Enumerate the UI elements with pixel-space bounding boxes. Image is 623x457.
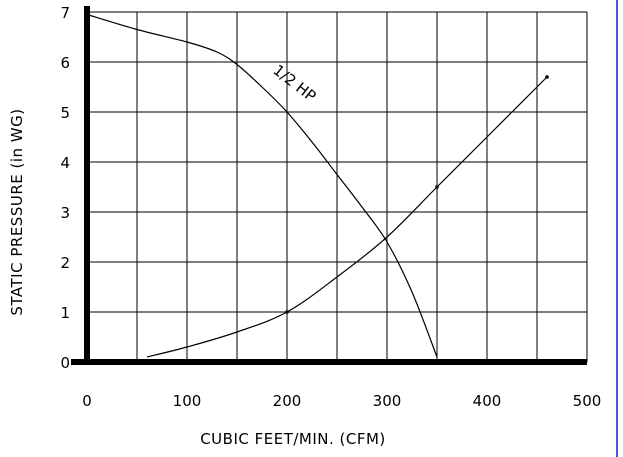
y-tick-label: 2 [60,254,70,272]
curves [86,13,549,358]
grid-lines [87,11,588,362]
x-tick-label: 400 [473,392,502,410]
curve-marker-point [435,185,439,189]
y-tick-label: 5 [60,104,70,122]
y-tick-label: 0 [60,354,70,372]
y-tick-label: 3 [60,204,70,222]
x-tick-label: 0 [82,392,92,410]
y-tick-label: 1 [60,304,70,322]
axes [71,6,587,365]
y-axis-title: STATIC PRESSURE (in WG) [8,108,26,315]
y-tick-label: 6 [60,54,70,72]
fan-curve-half-hp [86,13,438,358]
system-curve [146,76,548,358]
curve-marker-point [545,75,549,79]
x-axis-title: CUBIC FEET/MIN. (CFM) [200,430,386,448]
tick-labels: 0 100 200 300 400 500 0 1 2 3 4 5 6 7 [60,4,601,410]
curve-marker-point [285,310,289,314]
x-tick-label: 300 [373,392,402,410]
x-tick-label: 500 [573,392,602,410]
x-tick-label: 200 [273,392,302,410]
y-tick-label: 7 [60,4,70,22]
y-tick-label: 4 [60,154,70,172]
x-tick-label: 100 [173,392,202,410]
curve-label-half-hp: 1/2 HP [270,61,320,105]
annotations: 1/2 HP [270,61,320,105]
